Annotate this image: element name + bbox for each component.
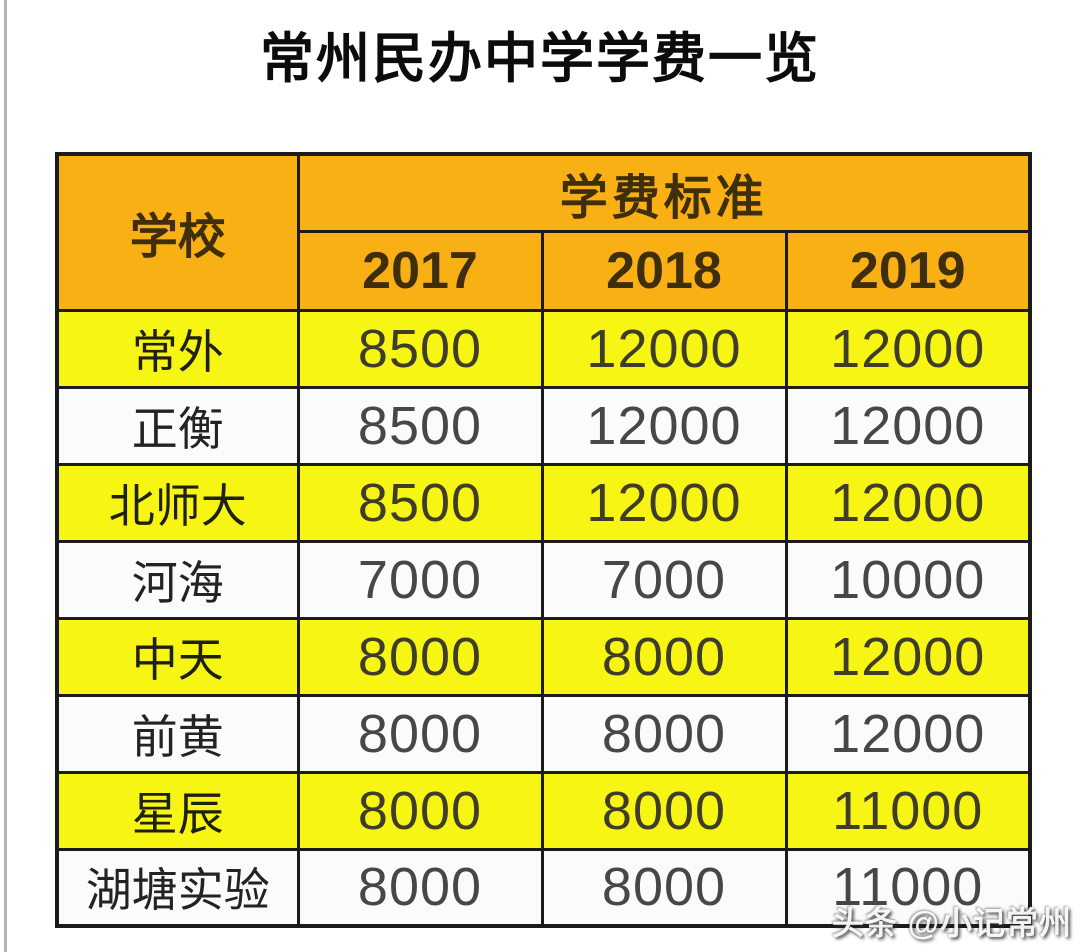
table-row: 前黄 8000 8000 12000 <box>55 693 1032 774</box>
table-row: 湖塘实验 8000 8000 11000 <box>55 847 1032 928</box>
fee-2017: 8500 <box>296 385 544 466</box>
table-row: 北师大 8500 12000 12000 <box>55 462 1032 543</box>
fee-2018: 12000 <box>540 308 788 389</box>
fee-2019: 12000 <box>784 385 1032 466</box>
table-row: 河海 7000 7000 10000 <box>55 539 1032 620</box>
screenshot-left-edge-line <box>4 0 7 952</box>
column-header-2019: 2019 <box>784 229 1032 312</box>
fee-2019: 12000 <box>784 616 1032 697</box>
column-header-2018: 2018 <box>540 229 788 312</box>
tuition-table: 学校 学费标准 2017 2018 2019 常外 8500 12000 120… <box>55 152 1033 928</box>
table-header-row-group: 学校 学费标准 <box>55 152 1032 312</box>
fee-2019: 11000 <box>784 770 1032 851</box>
fee-2018: 8000 <box>540 770 788 851</box>
school-name: 北师大 <box>55 462 300 543</box>
school-name: 星辰 <box>55 770 300 851</box>
fee-2018: 7000 <box>540 539 788 620</box>
table-row: 正衡 8500 12000 12000 <box>55 385 1032 466</box>
school-name: 河海 <box>55 539 300 620</box>
table-row: 常外 8500 12000 12000 <box>55 308 1032 389</box>
fee-2019: 12000 <box>784 462 1032 543</box>
fee-2019: 12000 <box>784 308 1032 389</box>
toutiao-watermark: 头条 @小记常州 <box>831 905 1072 941</box>
table-row: 中天 8000 8000 12000 <box>55 616 1032 697</box>
fee-2017: 7000 <box>296 539 544 620</box>
table-header-row-years: 2017 2018 2019 <box>57 229 1032 312</box>
fee-2019: 12000 <box>784 693 1032 774</box>
school-name: 常外 <box>55 308 300 389</box>
fee-2017: 8000 <box>296 616 544 697</box>
column-header-2017: 2017 <box>296 229 544 312</box>
fee-2017: 8500 <box>296 462 544 543</box>
school-name: 中天 <box>55 616 300 697</box>
fee-2018: 8000 <box>540 847 788 928</box>
fee-2018: 8000 <box>540 693 788 774</box>
fee-2019: 11000 <box>784 847 1032 928</box>
column-group-header-fee-standard: 学费标准 <box>296 152 1032 233</box>
fee-2019: 10000 <box>784 539 1032 620</box>
fee-2017: 8500 <box>296 308 544 389</box>
column-header-school: 学校 <box>55 152 300 312</box>
fee-2018: 8000 <box>540 616 788 697</box>
fee-2018: 12000 <box>540 385 788 466</box>
school-name: 前黄 <box>55 693 300 774</box>
school-name: 湖塘实验 <box>55 847 300 928</box>
fee-2018: 12000 <box>540 462 788 543</box>
fee-2017: 8000 <box>296 693 544 774</box>
fee-2017: 8000 <box>296 847 544 928</box>
school-name: 正衡 <box>55 385 300 466</box>
page-title: 常州民办中学学费一览 <box>260 29 820 89</box>
table-row: 星辰 8000 8000 11000 <box>55 770 1032 851</box>
fee-2017: 8000 <box>296 770 544 851</box>
